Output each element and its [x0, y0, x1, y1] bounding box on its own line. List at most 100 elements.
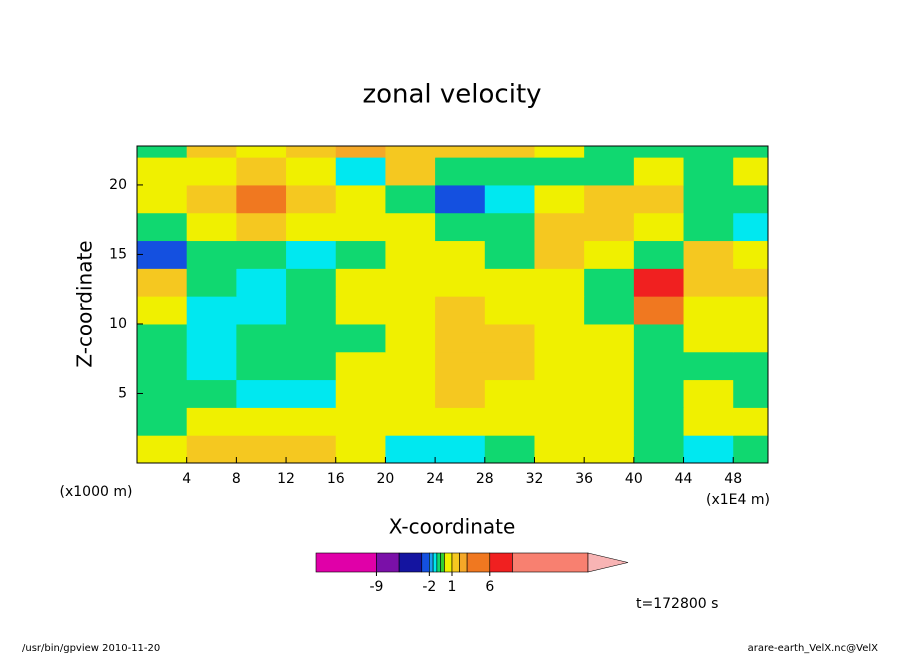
contour-cell — [683, 240, 734, 269]
contour-cell — [683, 407, 734, 436]
x-axis-label: X-coordinate — [389, 515, 516, 539]
contour-cell — [186, 146, 237, 158]
contour-cell — [435, 146, 486, 158]
contour-cell — [683, 157, 734, 186]
contour-cell — [286, 407, 337, 436]
contour-cell — [137, 351, 188, 381]
x-tick-label: 40 — [625, 471, 643, 487]
colorbar-segment — [436, 552, 441, 573]
contour-cell — [733, 268, 768, 297]
contour-cell — [633, 407, 685, 436]
contour-cell — [385, 379, 436, 408]
contour-cell — [186, 323, 237, 353]
colorbar-tick-label: -2 — [422, 579, 436, 595]
colorbar-segment — [440, 552, 445, 573]
contour-cell — [286, 146, 337, 158]
contour-cell — [683, 323, 734, 353]
contour-cell — [186, 157, 237, 186]
contour-cell — [137, 212, 188, 242]
x-tick-label: 12 — [277, 471, 295, 487]
contour-cell — [534, 268, 585, 297]
contour-cell — [484, 146, 535, 158]
contour-cell — [534, 407, 585, 436]
footer-right: arare-earth_VelX.nc@VelX — [748, 643, 879, 654]
x-tick-label: 32 — [526, 471, 544, 487]
footer-left: /usr/bin/gpview 2010-11-20 — [22, 643, 160, 654]
colorbar-segment — [315, 552, 377, 573]
x-unit: (x1E4 m) — [706, 492, 770, 508]
contour-cell — [484, 351, 535, 381]
colorbar-segment — [444, 552, 453, 573]
contour-cell — [683, 296, 734, 325]
contour-cell — [286, 351, 337, 381]
contour-cell — [435, 184, 486, 214]
contour-cell — [335, 407, 386, 436]
contour-cell — [236, 296, 287, 325]
contour-cell — [286, 212, 337, 242]
contour-cell — [633, 146, 685, 158]
contour-cell — [435, 240, 486, 269]
contour-cell — [137, 146, 188, 158]
contour-cell — [335, 268, 386, 297]
contour-cell — [435, 157, 486, 186]
contour-cell — [335, 240, 386, 269]
y-unit: (x1000 m) — [60, 484, 133, 500]
contour-cell — [484, 184, 535, 214]
contour-cell — [286, 268, 337, 297]
contour-cell — [484, 435, 535, 463]
contour-cell — [633, 268, 685, 297]
y-tick-label: 15 — [109, 246, 127, 262]
contour-cell — [633, 184, 685, 214]
contour-cell — [435, 323, 486, 353]
colorbar-segment — [459, 552, 468, 573]
contour-cell — [484, 379, 535, 408]
contour-cell — [584, 268, 635, 297]
contour-cell — [236, 146, 287, 158]
contour-cell — [186, 240, 237, 269]
colorbar-segment — [512, 552, 589, 573]
contour-cell — [683, 212, 734, 242]
x-tick-label: 4 — [182, 471, 191, 487]
contour-cell — [186, 212, 237, 242]
contour-cell — [733, 323, 768, 353]
contour-cell — [484, 212, 535, 242]
contour-cell — [435, 351, 486, 381]
contour-field — [137, 146, 768, 463]
contour-cell — [335, 212, 386, 242]
contour-cell — [584, 407, 635, 436]
contour-cell — [335, 184, 386, 214]
x-tick-label: 16 — [327, 471, 345, 487]
contour-cell — [286, 240, 337, 269]
y-tick-label: 5 — [118, 385, 127, 401]
colorbar-tick-label: -9 — [369, 579, 383, 595]
contour-cell — [584, 379, 635, 408]
contour-cell — [484, 407, 535, 436]
contour-cell — [584, 435, 635, 463]
colorbar-segment — [489, 552, 513, 573]
contour-cell — [534, 146, 585, 158]
contour-cell — [683, 379, 734, 408]
contour-cell — [584, 157, 635, 186]
contour-cell — [534, 435, 585, 463]
contour-cell — [186, 435, 237, 463]
contour-cell — [633, 240, 685, 269]
contour-cell — [385, 351, 436, 381]
x-tick-label: 48 — [724, 471, 742, 487]
contour-cell — [286, 296, 337, 325]
x-tick-label: 28 — [476, 471, 494, 487]
contour-cell — [385, 296, 436, 325]
contour-cell — [335, 351, 386, 381]
contour-cell — [236, 268, 287, 297]
contour-cell — [385, 212, 436, 242]
contour-cell — [484, 323, 535, 353]
contour-cell — [286, 157, 337, 186]
colorbar-segment — [421, 552, 430, 573]
contour-cell — [137, 240, 188, 269]
contour-cell — [335, 146, 386, 158]
contour-cell — [186, 296, 237, 325]
contour-cell — [137, 323, 188, 353]
contour-cell — [633, 379, 685, 408]
contour-cell — [236, 351, 287, 381]
contour-cell — [186, 407, 237, 436]
